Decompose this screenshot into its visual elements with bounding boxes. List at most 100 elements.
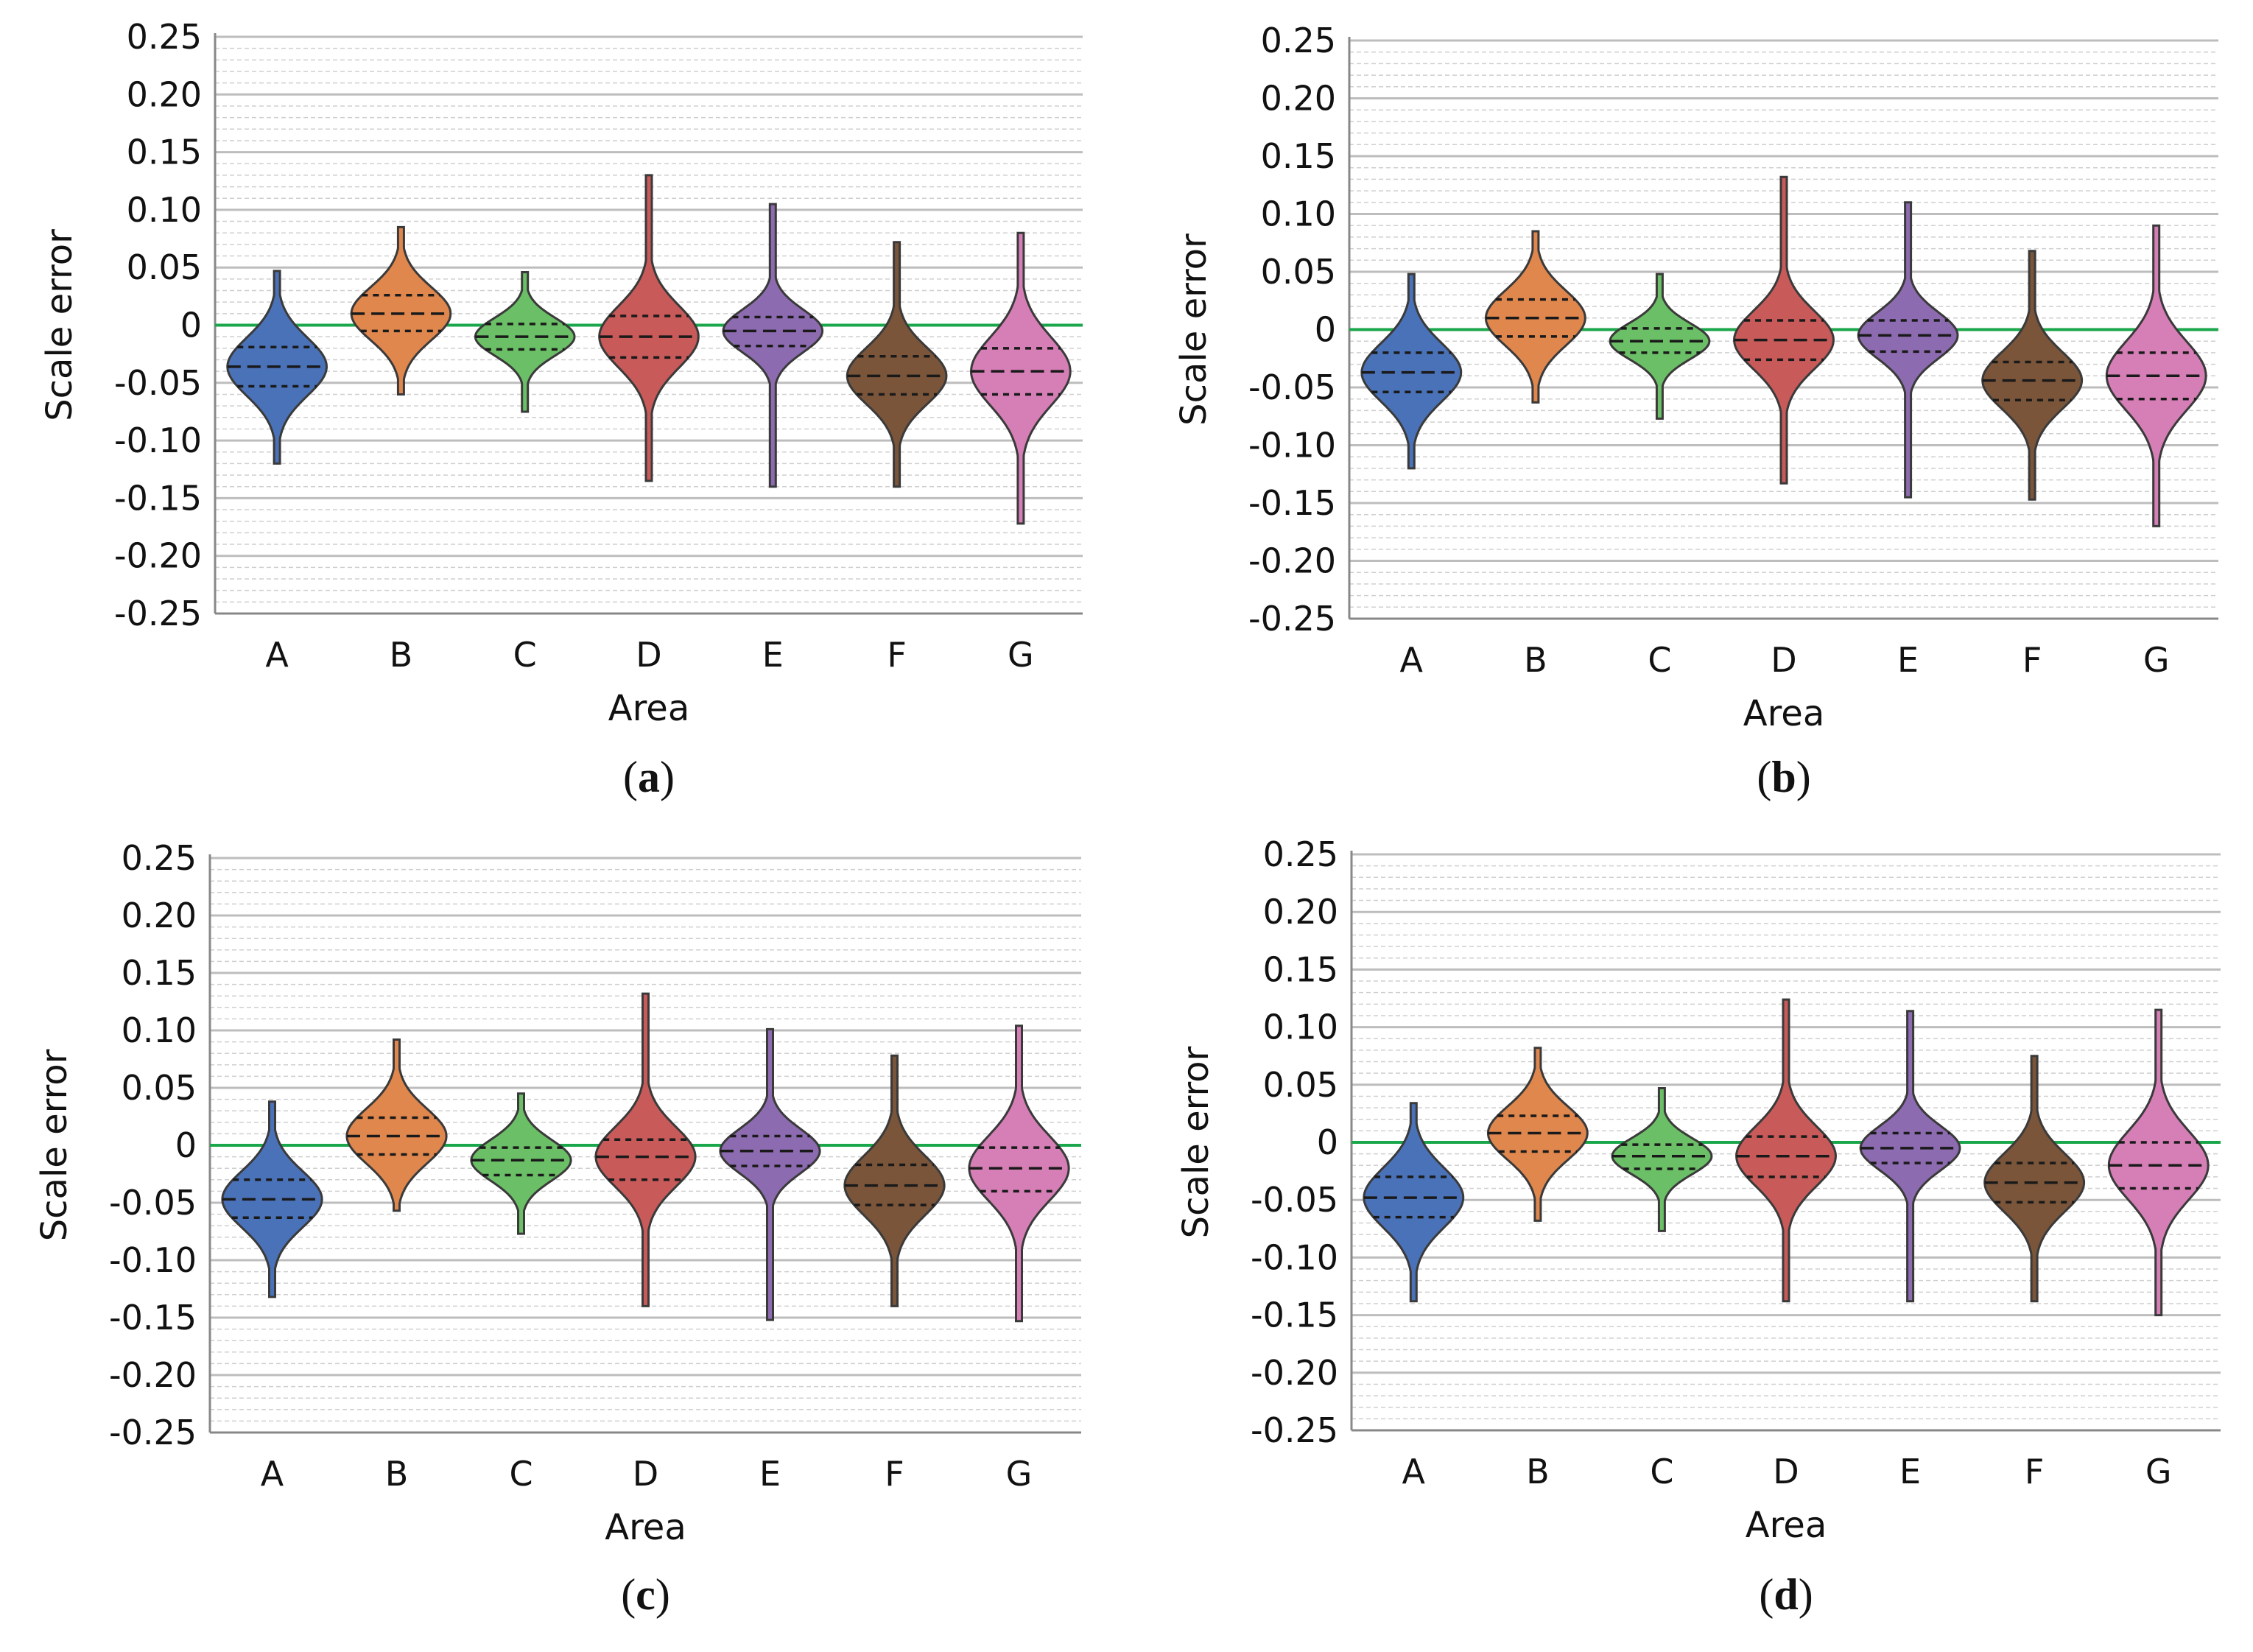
x-tick-label: D: [1771, 640, 1796, 680]
x-tick-label: G: [2145, 1452, 2172, 1491]
y-tick-label: 0.20: [127, 74, 202, 114]
x-tick-label: G: [1008, 635, 1034, 675]
y-tick-label: 0.15: [1263, 949, 1338, 989]
y-tick-label: -0.10: [109, 1240, 197, 1280]
y-tick-label: -0.15: [1248, 483, 1336, 523]
y-tick-label: 0: [1315, 310, 1336, 350]
y-axis-label: Scale error: [34, 1049, 75, 1241]
y-tick-label: 0: [1317, 1122, 1338, 1162]
y-tick-label: 0.05: [1263, 1065, 1338, 1105]
y-tick-label: 0.05: [122, 1068, 197, 1108]
y-axis-label: Scale error: [1175, 1046, 1217, 1238]
y-tick-label: -0.25: [109, 1413, 197, 1452]
x-axis-label: Area: [608, 688, 689, 729]
x-tick-label: G: [2143, 640, 2170, 680]
violin-D: [1733, 175, 1835, 485]
x-tick-label: A: [1400, 640, 1424, 680]
y-tick-label: 0.10: [1261, 194, 1336, 234]
x-tick-label: B: [1526, 1452, 1550, 1491]
violin-F: [843, 1054, 946, 1307]
violin-D: [598, 174, 700, 482]
y-tick-label: -0.05: [114, 363, 202, 403]
y-tick-label: 0.25: [127, 17, 202, 57]
y-tick-label: -0.25: [114, 594, 202, 633]
panel-label: (a): [623, 753, 675, 801]
panel-label: (b): [1757, 753, 1810, 801]
y-tick-label: -0.15: [1251, 1296, 1338, 1335]
x-tick-label: G: [1006, 1454, 1033, 1494]
violin-E: [1859, 1010, 1961, 1303]
y-tick-label: 0.20: [1261, 79, 1336, 119]
x-tick-label: D: [636, 635, 661, 675]
violin-G: [969, 231, 1072, 525]
x-tick-label: F: [2025, 1452, 2044, 1491]
violin-F: [1983, 1055, 2086, 1303]
y-tick-label: -0.20: [1251, 1353, 1338, 1393]
x-tick-label: F: [2022, 640, 2042, 680]
y-tick-label: -0.25: [1251, 1410, 1338, 1450]
y-tick-label: -0.05: [109, 1183, 197, 1223]
y-tick-label: -0.15: [114, 478, 202, 518]
violin-G: [968, 1024, 1070, 1323]
violin-A: [1363, 1102, 1465, 1303]
y-tick-label: 0.20: [122, 896, 197, 935]
x-tick-label: B: [385, 1454, 409, 1494]
y-tick-label: 0: [175, 1125, 197, 1165]
x-tick-label: A: [1402, 1452, 1426, 1491]
x-tick-label: E: [1899, 1452, 1921, 1491]
x-tick-label: C: [513, 635, 537, 675]
y-tick-label: -0.20: [114, 536, 202, 576]
y-tick-label: 0.25: [1263, 834, 1338, 874]
y-tick-label: 0.15: [122, 953, 197, 993]
y-axis-label: Scale error: [39, 229, 80, 421]
panel-d: 0.25 0.20 0.15 0.10 0.05 0 -0.05 -0.10 -0.15 -0.2…: [1175, 834, 2221, 1619]
violin-E: [719, 1027, 821, 1321]
violin-C: [1611, 1087, 1713, 1232]
y-tick-label: -0.05: [1248, 368, 1336, 407]
x-tick-label: F: [887, 635, 906, 675]
panel-label: (d): [1759, 1570, 1813, 1619]
violin-C: [470, 1092, 572, 1235]
x-tick-label: C: [509, 1454, 533, 1494]
panel-a: 0.25 0.20 0.15 0.10 0.05 0 -0.05 -0.10 -0.15 -0.2…: [39, 17, 1083, 801]
y-tick-label: -0.10: [1248, 426, 1336, 465]
x-tick-label: E: [1897, 640, 1919, 680]
violin-E: [1857, 201, 1959, 499]
y-tick-label: 0.25: [122, 838, 197, 878]
x-axis-label: Area: [1746, 1505, 1827, 1546]
x-tick-label: C: [1648, 640, 1671, 680]
violin-F: [1981, 250, 2084, 501]
violin-F: [846, 241, 948, 488]
violin-B: [350, 225, 452, 396]
violin-D: [1735, 998, 1837, 1303]
x-axis-label: Area: [1743, 693, 1824, 734]
panel-label: (c): [621, 1570, 670, 1619]
y-tick-label: 0.25: [1261, 21, 1336, 60]
y-tick-label: 0.05: [1261, 252, 1336, 292]
x-tick-label: C: [1650, 1452, 1673, 1491]
y-tick-label: -0.15: [109, 1298, 197, 1338]
y-tick-label: -0.20: [1248, 541, 1336, 581]
y-tick-label: -0.10: [1251, 1237, 1338, 1277]
x-tick-label: F: [885, 1454, 904, 1494]
x-tick-label: E: [759, 1454, 781, 1494]
x-tick-label: B: [390, 635, 413, 675]
y-axis-label: Scale error: [1173, 233, 1215, 426]
violin-C: [1609, 273, 1711, 420]
panel-b: 0.25 0.20 0.15 0.10 0.05 0 -0.05 -0.10 -0.15 -0.2…: [1173, 21, 2218, 801]
x-tick-label: E: [762, 635, 784, 675]
x-tick-label: B: [1524, 640, 1547, 680]
y-tick-label: -0.25: [1248, 599, 1336, 639]
y-tick-label: -0.10: [114, 421, 202, 460]
y-tick-label: 0: [180, 306, 202, 345]
y-tick-label: 0.10: [127, 190, 202, 230]
y-tick-label: 0.15: [1261, 136, 1336, 176]
x-axis-label: Area: [605, 1507, 686, 1548]
x-tick-label: D: [633, 1454, 658, 1494]
violin-G: [2107, 1008, 2210, 1317]
y-tick-label: 0.15: [127, 133, 202, 172]
violin-C: [474, 271, 576, 413]
y-tick-label: 0.10: [1263, 1008, 1338, 1047]
x-tick-label: D: [1773, 1452, 1799, 1491]
